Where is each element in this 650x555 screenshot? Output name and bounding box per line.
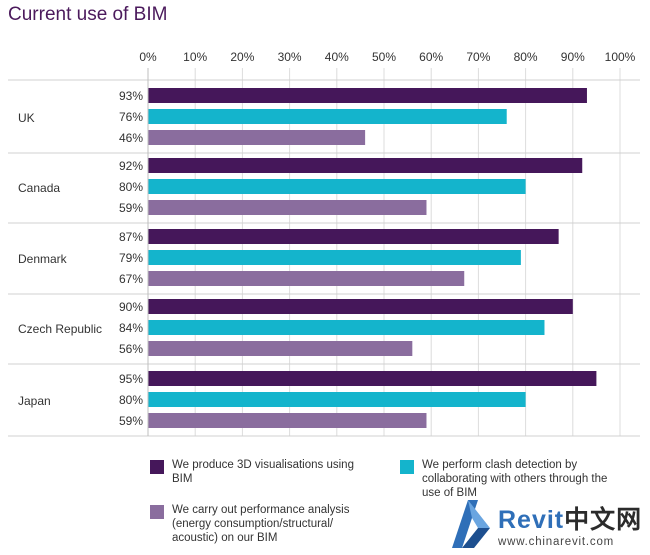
watermark-brand-name: Revit: [498, 506, 565, 534]
value-label: 59%: [119, 414, 143, 428]
bar: [148, 158, 583, 173]
bar: [148, 200, 427, 215]
legend-label-performance: We carry out performance analysis (energ…: [172, 504, 350, 544]
watermark-brand-cn: 中文网: [564, 506, 643, 534]
bar: [148, 392, 526, 407]
x-tick-label: 100%: [605, 50, 636, 64]
x-tick-label: 10%: [183, 50, 207, 64]
category-label: Czech Republic: [18, 322, 102, 336]
x-tick-label: 40%: [325, 50, 349, 64]
bar: [148, 250, 521, 265]
bar: [148, 413, 427, 428]
bar: [148, 130, 366, 145]
bar: [148, 88, 587, 103]
value-label: 79%: [119, 251, 143, 265]
value-label: 87%: [119, 230, 143, 244]
category-label: Canada: [18, 181, 60, 195]
bar: [148, 299, 573, 314]
value-label: 56%: [119, 342, 143, 356]
x-tick-label: 50%: [372, 50, 396, 64]
value-label: 76%: [119, 110, 143, 124]
value-label: 67%: [119, 272, 143, 286]
chart-title: Current use of BIM: [8, 4, 168, 25]
bar: [148, 341, 413, 356]
value-label: 95%: [119, 372, 143, 386]
x-tick-label: 70%: [466, 50, 490, 64]
x-tick-label: 20%: [230, 50, 254, 64]
value-label: 90%: [119, 300, 143, 314]
x-tick-label: 30%: [278, 50, 302, 64]
value-label: 80%: [119, 180, 143, 194]
value-label: 84%: [119, 321, 143, 335]
x-tick-label: 90%: [561, 50, 585, 64]
x-tick-label: 80%: [514, 50, 538, 64]
legend-label-clash: We perform clash detection by collaborat…: [422, 459, 608, 499]
category-label: Denmark: [18, 252, 68, 266]
legend-swatch-performance: [150, 505, 164, 519]
legend-label-3d: We produce 3D visualisations using BIM: [172, 459, 354, 485]
bar: [148, 271, 465, 286]
bar: [148, 109, 507, 124]
watermark-url: www.chinarevit.com: [498, 536, 615, 548]
x-tick-label: 0%: [139, 50, 157, 64]
bar-chart: 0% 10% 20% 30% 40% 50% 60% 70% 80% 90% 100% UK 93% 76…: [8, 50, 640, 437]
category-label: UK: [18, 111, 35, 125]
bar: [148, 229, 559, 244]
bar: [148, 179, 526, 194]
watermark-brand: Revit中文网: [498, 500, 642, 536]
category-label: Japan: [18, 394, 51, 408]
value-label: 80%: [119, 393, 143, 407]
legend-swatch-clash: [400, 460, 414, 474]
value-label: 93%: [119, 89, 143, 103]
legend-swatch-3d: [150, 460, 164, 474]
x-tick-label: 60%: [419, 50, 443, 64]
bar: [148, 320, 545, 335]
value-label: 59%: [119, 201, 143, 215]
bar: [148, 371, 597, 386]
revit-logo-icon: [452, 500, 490, 548]
value-label: 92%: [119, 159, 143, 173]
value-label: 46%: [119, 131, 143, 145]
